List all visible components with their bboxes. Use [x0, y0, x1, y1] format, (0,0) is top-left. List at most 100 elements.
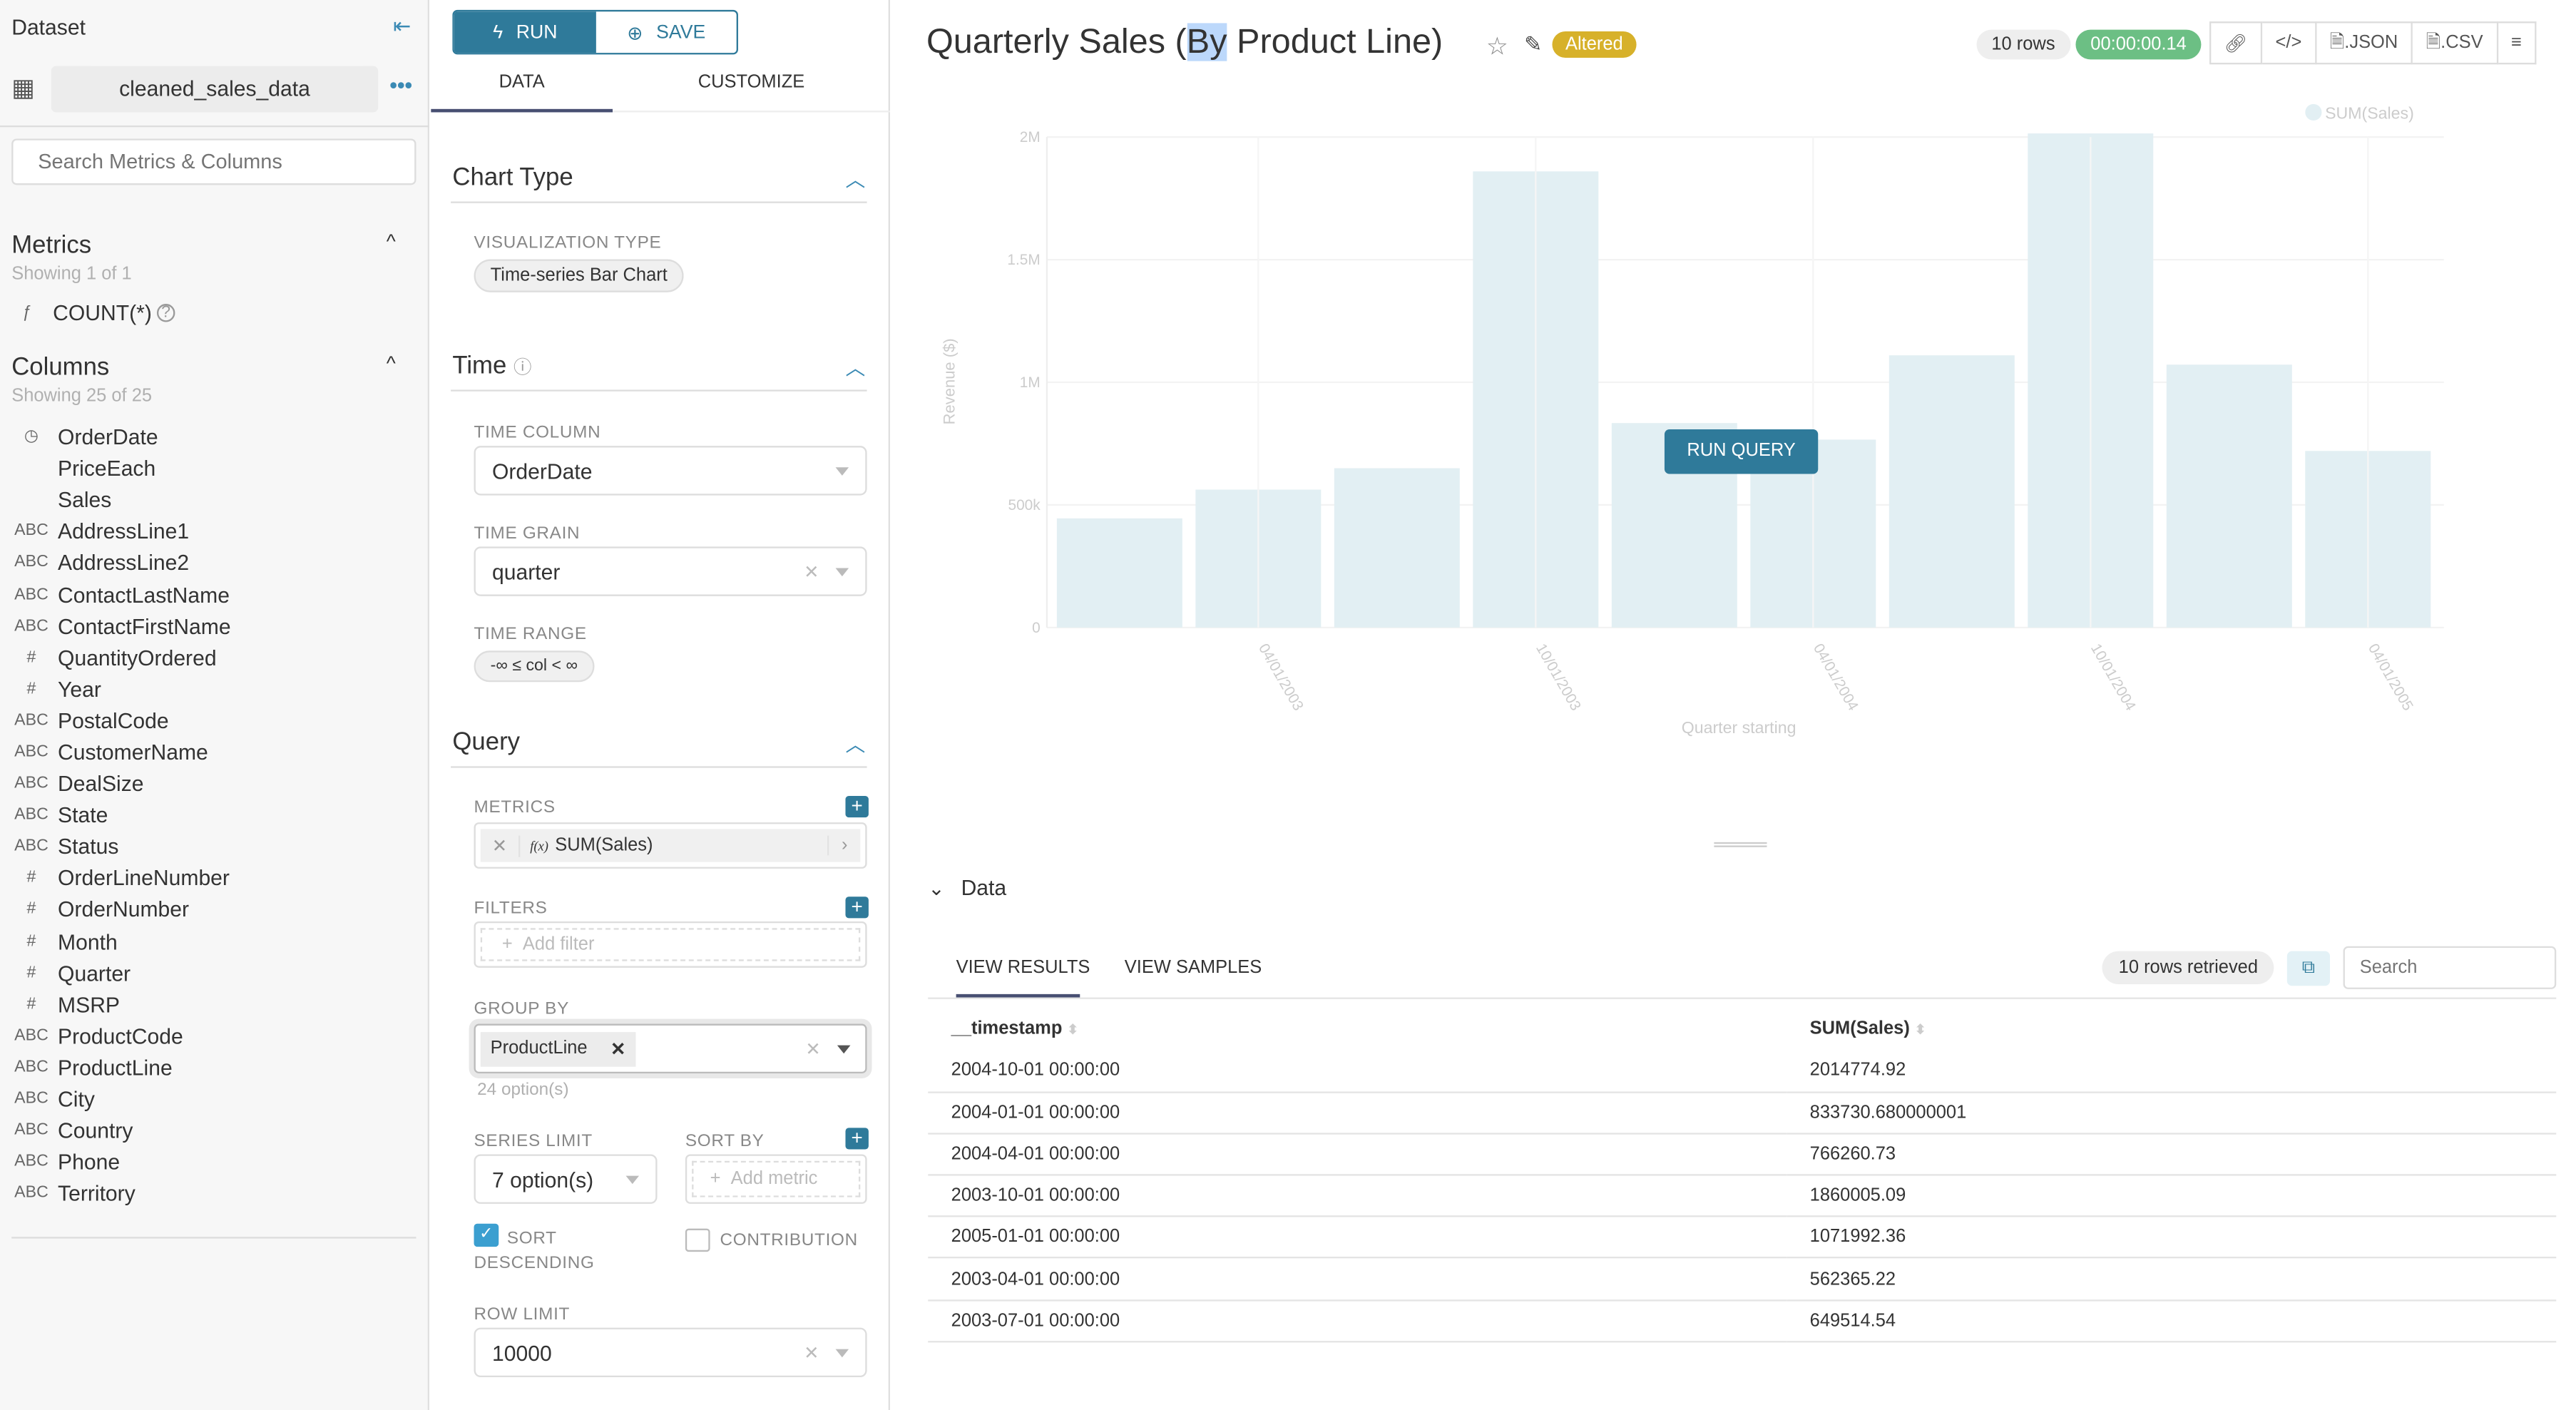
column-item[interactable]: ABC Status — [5, 831, 418, 862]
column-item[interactable]: ABC Phone — [5, 1146, 418, 1177]
tab-customize[interactable]: CUSTOMIZE — [697, 72, 805, 93]
column-item[interactable]: # Year — [5, 673, 418, 705]
column-item[interactable]: # OrderNumber — [5, 894, 418, 926]
column-item[interactable]: ABC ProductCode — [5, 1020, 418, 1051]
column-name: ContactFirstName — [58, 613, 231, 639]
column-item[interactable]: ABC Country — [5, 1115, 418, 1146]
save-button[interactable]: ⊕ SAVE — [596, 11, 737, 53]
string-type-icon: ABC — [14, 806, 48, 824]
search-metrics-input[interactable] — [11, 138, 416, 185]
row-limit-label: ROW LIMIT — [474, 1304, 571, 1324]
dataset-name[interactable]: cleaned_sales_data — [51, 66, 379, 113]
export-csv-button[interactable]: 🗎︎ .CSV — [2413, 21, 2498, 65]
add-sort-button[interactable]: + — [845, 1127, 869, 1150]
help-icon[interactable]: ? — [156, 304, 175, 322]
series-limit-select[interactable]: 7 option(s) — [474, 1154, 658, 1204]
metrics-collapse-icon[interactable]: ^ — [386, 229, 396, 253]
add-filter-button[interactable]: + — [845, 896, 869, 919]
time-column-select[interactable]: OrderDate — [474, 446, 867, 496]
embed-code-button[interactable]: </> — [2262, 21, 2317, 65]
menu-button[interactable]: ≡ — [2498, 21, 2537, 65]
table-cell: 562365.22 — [1787, 1258, 2557, 1301]
column-header-sum-sales[interactable]: SUM(Sales) ⬍ — [1809, 1018, 1926, 1039]
column-header-timestamp[interactable]: __timestamp ⬍ — [951, 1018, 1079, 1039]
rows-retrieved-badge: 10 rows retrieved — [2102, 951, 2275, 984]
column-item[interactable]: ABC AddressLine1 — [5, 516, 418, 547]
table-row: 2003-07-01 00:00:00 649514.54 — [928, 1299, 2557, 1342]
column-item[interactable]: # OrderLineNumber — [5, 862, 418, 894]
column-item[interactable]: PriceEach — [5, 453, 418, 484]
altered-badge[interactable]: Altered — [1552, 31, 1637, 58]
viz-type-selector[interactable]: Time-series Bar Chart — [474, 259, 684, 292]
column-item[interactable]: ABC AddressLine2 — [5, 547, 418, 578]
chevron-up-icon[interactable]: ︿ — [845, 357, 866, 380]
column-item[interactable]: ABC ContactFirstName — [5, 611, 418, 642]
y-axis-label: Revenue ($) — [940, 338, 958, 424]
remove-icon[interactable]: ✕ — [610, 1039, 626, 1060]
sort-descending-checkbox[interactable]: ✓ — [474, 1223, 499, 1247]
column-name: OrderLineNumber — [58, 866, 230, 891]
columns-collapse-icon[interactable]: ^ — [386, 352, 396, 375]
string-type-icon: ABC — [14, 1090, 48, 1108]
viz-type-label: VISUALIZATION TYPE — [474, 233, 662, 253]
chart-area: Quarterly Sales (By Product Line) ☆ ✎ Al… — [891, 0, 2576, 1410]
row-limit-select[interactable]: 10000 ✕ — [474, 1327, 867, 1378]
run-button[interactable]: ϟ RUN — [454, 11, 596, 53]
chevron-down-icon[interactable]: ⌄ — [928, 877, 945, 900]
resize-handle[interactable] — [1714, 842, 1767, 847]
sidebar-title: Dataset — [11, 14, 86, 40]
x-tick-label: 10/01/2004 — [2087, 641, 2139, 714]
string-type-icon: ABC — [14, 1026, 48, 1046]
remove-icon[interactable]: ✕ — [481, 834, 521, 857]
tab-data[interactable]: DATA — [499, 72, 545, 93]
column-item[interactable]: ABC PostalCode — [5, 705, 418, 736]
hamburger-icon: ≡ — [2510, 33, 2522, 53]
column-item[interactable]: ABC ProductLine — [5, 1052, 418, 1083]
column-item[interactable]: # MSRP — [5, 988, 418, 1020]
export-json-button[interactable]: 🗎︎ .JSON — [2316, 21, 2413, 65]
table-row: 2003-04-01 00:00:00 562365.22 — [928, 1258, 2557, 1301]
copy-icon[interactable]: ⧉ — [2286, 951, 2331, 986]
chevron-up-icon[interactable]: ︿ — [845, 168, 866, 192]
table-cell: 1860005.09 — [1787, 1175, 2557, 1218]
column-item[interactable]: ABC ContactLastName — [5, 578, 418, 610]
tab-view-results[interactable]: VIEW RESULTS — [956, 957, 1090, 978]
column-item[interactable]: ABC DealSize — [5, 768, 418, 799]
chevron-right-icon[interactable]: › — [827, 835, 860, 856]
add-sort-metric[interactable]: + Add metric — [692, 1160, 861, 1197]
add-filter-input[interactable]: + Add filter — [480, 928, 861, 961]
column-item[interactable]: ABC State — [5, 799, 418, 831]
metric-item[interactable]: ƒ COUNT(*) ? — [0, 300, 175, 325]
numeric-type-icon: # — [26, 964, 36, 982]
metric-tag[interactable]: ✕ f(x) SUM(Sales) › — [480, 829, 861, 862]
column-item[interactable]: ◷ OrderDate — [5, 421, 418, 452]
columns-count: Showing 25 of 25 — [11, 386, 153, 407]
column-name: State — [58, 802, 108, 828]
column-item[interactable]: Sales — [5, 484, 418, 516]
chart-title[interactable]: Quarterly Sales (By Product Line) — [926, 23, 1443, 61]
column-item[interactable]: ABC City — [5, 1083, 418, 1115]
x-tick-label: 10/01/2003 — [1533, 641, 1584, 714]
column-item[interactable]: # Quarter — [5, 957, 418, 988]
numeric-type-icon: # — [26, 900, 36, 919]
collapse-icon[interactable]: ⇤ — [393, 13, 412, 39]
time-range-selector[interactable]: -∞ ≤ col < ∞ — [474, 650, 595, 683]
results-search-input[interactable] — [2343, 946, 2557, 989]
column-item[interactable]: # Month — [5, 926, 418, 957]
column-item[interactable]: ABC CustomerName — [5, 737, 418, 768]
chevron-up-icon[interactable]: ︿ — [845, 733, 866, 757]
time-grain-select[interactable]: quarter ✕ — [474, 546, 867, 596]
edit-icon[interactable]: ✎ — [1524, 31, 1543, 56]
table-cell: 2004-04-01 00:00:00 — [928, 1133, 1787, 1176]
run-query-button[interactable]: RUN QUERY — [1664, 429, 1819, 474]
group-by-select[interactable]: ProductLine ✕ ✕ — [474, 1023, 867, 1074]
column-item[interactable]: # QuantityOrdered — [5, 642, 418, 673]
star-icon[interactable]: ☆ — [1486, 33, 1509, 61]
link-button[interactable]: 🔗︎ — [2209, 21, 2263, 65]
results-table: __timestamp ⬍ SUM(Sales) ⬍ 2004-10-01 00… — [928, 1007, 2557, 1342]
more-options-icon[interactable]: ••• — [389, 72, 413, 98]
add-metric-button[interactable]: + — [845, 795, 869, 818]
column-item[interactable]: ABC Territory — [5, 1177, 418, 1209]
contribution-checkbox[interactable] — [685, 1228, 710, 1252]
tab-view-samples[interactable]: VIEW SAMPLES — [1124, 957, 1262, 978]
